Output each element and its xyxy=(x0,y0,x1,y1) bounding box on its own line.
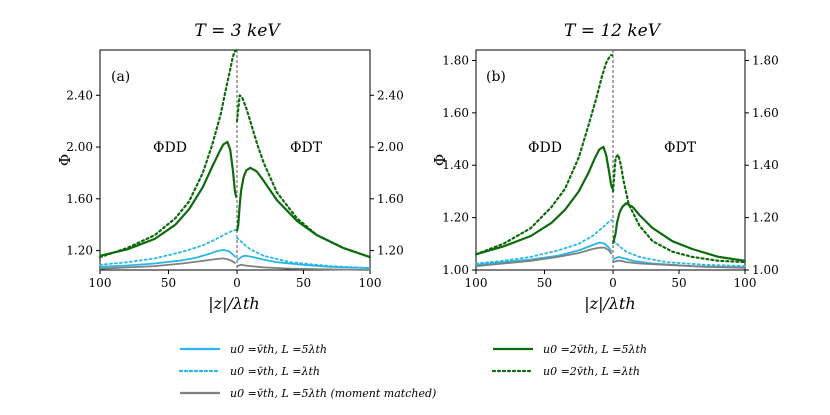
panel-b-title: T = 12 keV xyxy=(564,21,662,41)
x-tick-label: 0 xyxy=(233,276,241,290)
series-line-dt-4 xyxy=(235,94,372,259)
y-tick-label: 1.80 xyxy=(442,53,469,67)
plot-frame xyxy=(99,49,371,271)
x-tick-label: 0 xyxy=(609,276,617,290)
x-tick-label: 100 xyxy=(734,276,757,290)
y-tick-label-right: 1.80 xyxy=(752,53,779,67)
series-line-dd-3 xyxy=(99,140,238,257)
legend-label: u0 =v̄th, L =5λth (moment matched) xyxy=(230,387,436,400)
panel-a-annotation-dd: ΦDD xyxy=(153,140,187,156)
x-tick-label: 100 xyxy=(359,276,382,290)
x-tick-label: 100 xyxy=(465,276,488,290)
series-line-dd-2 xyxy=(99,257,237,270)
panel-a-title: T = 3 keV xyxy=(194,21,281,41)
panel-a-ylabel: Φ xyxy=(56,154,74,166)
y-tick-label: 1.40 xyxy=(442,158,469,172)
panel-a-label: (a) xyxy=(111,69,130,85)
panel-a: T = 3 keV Φ |z|/λth (a) ΦDD ΦDT 1.20 1.20… xyxy=(56,21,404,313)
series-line-dd-0 xyxy=(475,241,613,266)
series-line-dd-0 xyxy=(99,248,237,268)
x-tick-label: 50 xyxy=(296,276,311,290)
series-line-dt-1 xyxy=(612,240,746,268)
x-tick-label: 50 xyxy=(537,276,552,290)
series-line-dt-3 xyxy=(611,202,746,262)
y-tick-label-right: 1.60 xyxy=(752,106,779,120)
y-tick-label-right: 2.00 xyxy=(377,140,404,154)
series-line-dt-4 xyxy=(611,153,747,264)
panel-b-ylabel: Φ xyxy=(431,154,449,166)
y-tick-label: 2.00 xyxy=(66,140,93,154)
series-line-dd-2 xyxy=(475,246,613,267)
panel-b: T = 12 keV Φ |z|/λth (b) ΦDD ΦDT 1.00 1.0… xyxy=(431,21,779,313)
panel-b-annotation-dd: ΦDD xyxy=(528,140,562,156)
y-tick-label-right: 1.00 xyxy=(752,263,779,277)
x-tick-label: 50 xyxy=(161,276,176,290)
y-tick-label-right: 1.20 xyxy=(377,244,404,258)
series-line-dd-3 xyxy=(475,145,614,256)
series-line-dt-1 xyxy=(236,236,371,270)
series-line-dt-3 xyxy=(235,166,371,259)
y-tick-label-right: 1.20 xyxy=(752,211,779,225)
x-tick-label: 50 xyxy=(671,276,686,290)
legend-label: u0 =2v̄th, L =λth xyxy=(543,365,640,378)
y-tick-label: 1.20 xyxy=(442,211,469,225)
series-line-dd-1 xyxy=(475,219,613,265)
y-tick-label-right: 1.40 xyxy=(752,158,779,172)
y-tick-label: 1.00 xyxy=(442,263,469,277)
legend: u0 =v̄th, L =5λth u0 =v̄th, L =λth u0 =v̄t… xyxy=(178,343,647,400)
series-line-dd-4 xyxy=(98,48,238,259)
plot-frame xyxy=(475,49,746,271)
y-tick-label-right: 1.60 xyxy=(377,192,404,206)
series-line-dt-2 xyxy=(612,259,746,269)
y-tick-label-right: 2.40 xyxy=(377,88,404,102)
legend-label: u0 =v̄th, L =λth xyxy=(230,365,320,378)
y-tick-label: 1.60 xyxy=(66,192,93,206)
series-line-dt-2 xyxy=(236,263,371,271)
y-tick-label: 1.20 xyxy=(66,244,93,258)
y-tick-label: 1.60 xyxy=(442,106,469,120)
series-line-dd-1 xyxy=(99,228,237,266)
panel-b-label: (b) xyxy=(486,69,506,85)
panel-a-annotation-dt: ΦDT xyxy=(290,140,323,156)
legend-label: u0 =v̄th, L =5λth xyxy=(230,343,327,356)
x-tick-label: 100 xyxy=(89,276,112,290)
series-line-dd-4 xyxy=(474,54,614,256)
panel-b-annotation-dt: ΦDT xyxy=(664,140,697,156)
y-tick-label: 2.40 xyxy=(66,88,93,102)
series-line-dt-0 xyxy=(236,254,371,269)
panel-b-xlabel: |z|/λth xyxy=(584,294,635,313)
legend-label: u0 =2v̄th, L =5λth xyxy=(543,343,647,356)
panel-a-xlabel: |z|/λth xyxy=(208,294,259,313)
